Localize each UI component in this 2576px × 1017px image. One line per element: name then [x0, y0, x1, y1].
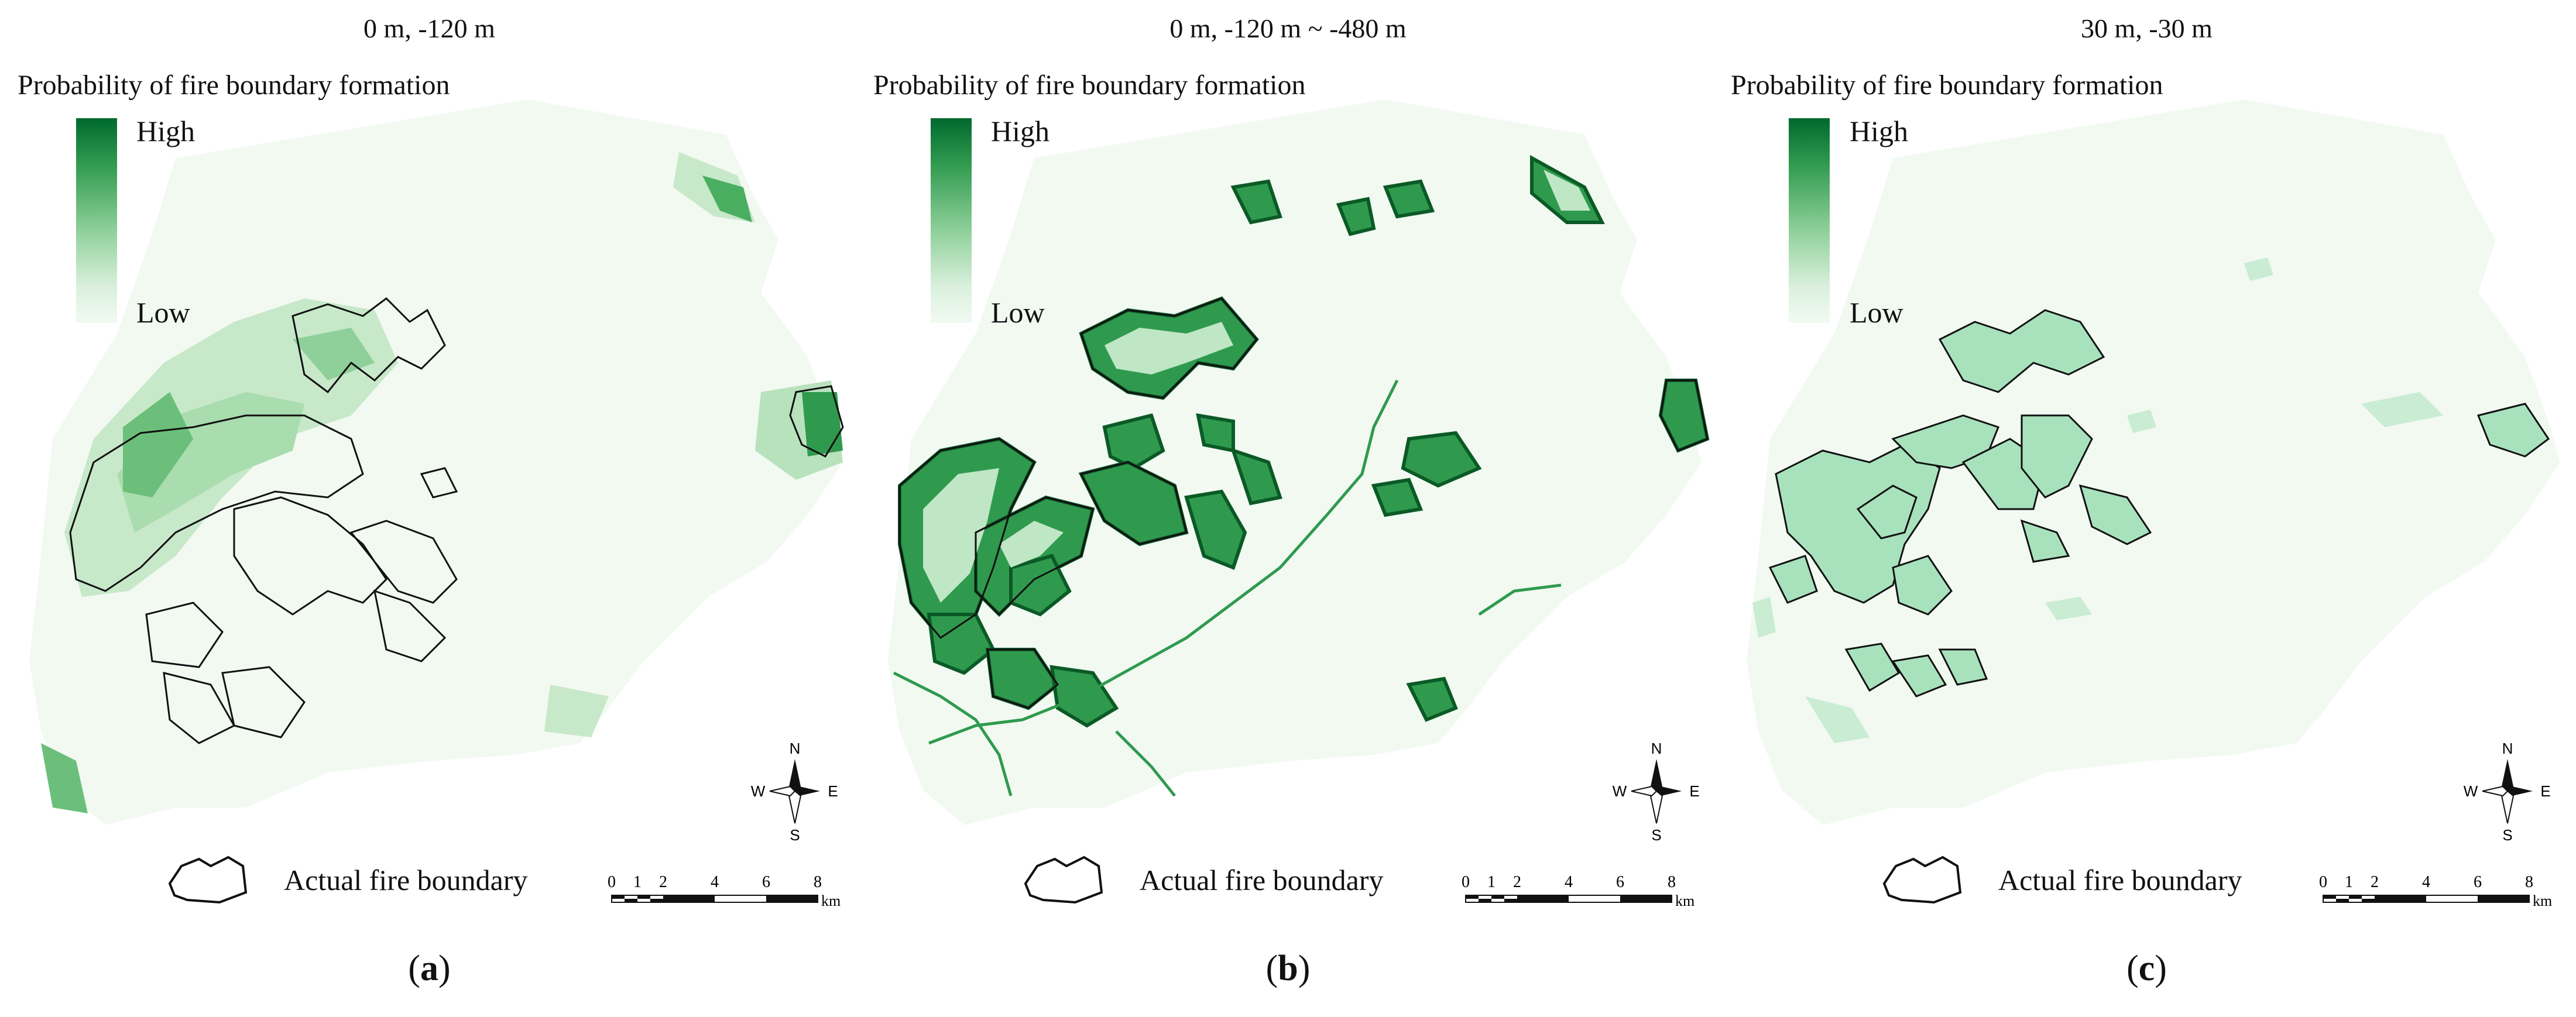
scale-tick-label: 0	[2319, 873, 2327, 891]
compass-s: S	[790, 826, 800, 844]
scale-tick-label: 6	[1616, 873, 1624, 891]
actual-fire-boundary	[69, 297, 844, 744]
scale-bar: 0 1 2 4 6 8 km	[1462, 873, 1695, 909]
scale-unit: km	[1675, 892, 1695, 909]
scale-tick-label: 8	[1668, 873, 1676, 891]
panel-caption: (b)	[1265, 949, 1311, 988]
scale-tick-label: 2	[659, 873, 667, 891]
scale-tick-label: 1	[633, 873, 642, 891]
panel-title: 30 m, -30 m	[2081, 13, 2213, 43]
compass-w: W	[751, 782, 766, 800]
north-arrow-icon: N S E W	[2464, 740, 2551, 844]
probability-zone	[293, 328, 375, 380]
legend-low-label: Low	[991, 296, 1045, 329]
legend-high-label: High	[991, 115, 1049, 147]
compass-n: N	[1651, 740, 1662, 757]
panel-title: 0 m, -120 m	[363, 13, 495, 43]
legend-high-label: High	[136, 115, 195, 147]
scale-tick-label: 1	[2345, 873, 2353, 891]
legend-low-label: Low	[1850, 296, 1903, 329]
north-arrow-icon: N S E W	[1613, 740, 1700, 844]
panel-caption: (c)	[2126, 949, 2167, 988]
north-arrow-icon: N S E W	[751, 740, 838, 844]
probability-streaks	[1752, 257, 2443, 743]
probability-color-ramp	[1789, 118, 1830, 323]
legend-title: Probability of fire boundary formation	[873, 70, 1306, 101]
panel-c: 30 m, -30 m	[1717, 0, 2576, 1017]
scale-tick-label: 4	[711, 873, 719, 891]
scale-bar: 0 1 2 4 6 8 km	[608, 873, 841, 909]
scale-bar: 0 1 2 4 6 8 km	[2319, 873, 2552, 909]
boundary-legend-label: Actual fire boundary	[284, 864, 528, 896]
boundary-legend-icon	[168, 855, 248, 904]
boundary-legend-label: Actual fire boundary	[1140, 864, 1384, 896]
study-area	[1747, 99, 2560, 825]
legend-high-label: High	[1850, 115, 1908, 147]
actual-fire-boundary	[898, 297, 1709, 709]
stream-lines	[893, 379, 1562, 797]
probability-zones	[1768, 309, 2550, 698]
compass-e: E	[2540, 782, 2550, 800]
legend-title: Probability of fire boundary formation	[18, 70, 450, 101]
legend-title: Probability of fire boundary formation	[1731, 70, 2163, 101]
scale-tick-label: 4	[1565, 873, 1573, 891]
panel-title: 0 m, -120 m ~ -480 m	[1169, 13, 1407, 43]
compass-w: W	[1613, 782, 1627, 800]
compass-e: E	[828, 782, 838, 800]
boundary-legend-icon	[1882, 855, 1962, 904]
legend-low-label: Low	[136, 296, 190, 329]
scale-tick-label: 2	[1513, 873, 1521, 891]
scale-unit: km	[2533, 892, 2552, 909]
compass-s: S	[1651, 826, 1661, 844]
probability-zone	[802, 392, 843, 456]
probability-map	[1747, 99, 2560, 825]
boundary-legend-icon	[1024, 855, 1103, 904]
scale-unit: km	[821, 892, 841, 909]
compass-w: W	[2464, 782, 2478, 800]
scale-tick-label: 1	[1487, 873, 1495, 891]
scale-tick-label: 6	[2474, 873, 2482, 891]
compass-e: E	[1689, 782, 1699, 800]
scale-tick-label: 6	[762, 873, 770, 891]
probability-zone	[544, 685, 609, 737]
compass-s: S	[2502, 826, 2512, 844]
probability-patches-light	[923, 170, 1590, 603]
compass-n: N	[2502, 740, 2513, 757]
scale-tick-label: 8	[2525, 873, 2533, 891]
probability-color-ramp	[931, 118, 972, 323]
scale-tick-label: 0	[608, 873, 616, 891]
scale-tick-label: 4	[2422, 873, 2430, 891]
boundary-legend-label: Actual fire boundary	[1998, 864, 2242, 896]
probability-zone	[123, 392, 193, 497]
probability-map	[888, 99, 1710, 825]
scale-tick-label: 8	[814, 873, 822, 891]
panel-b: 0 m, -120 m ~ -480 m	[859, 0, 1717, 1017]
panel-a: 0 m, -120 m	[0, 0, 859, 1017]
probability-zone	[702, 176, 752, 222]
probability-zone	[41, 743, 88, 813]
study-area	[29, 99, 843, 825]
panel-caption: (a)	[408, 949, 451, 988]
scale-tick-label: 0	[1462, 873, 1470, 891]
probability-map	[29, 99, 844, 825]
compass-n: N	[790, 740, 801, 757]
scale-tick-label: 2	[2371, 873, 2379, 891]
probability-color-ramp	[76, 118, 117, 323]
study-area	[888, 99, 1702, 825]
